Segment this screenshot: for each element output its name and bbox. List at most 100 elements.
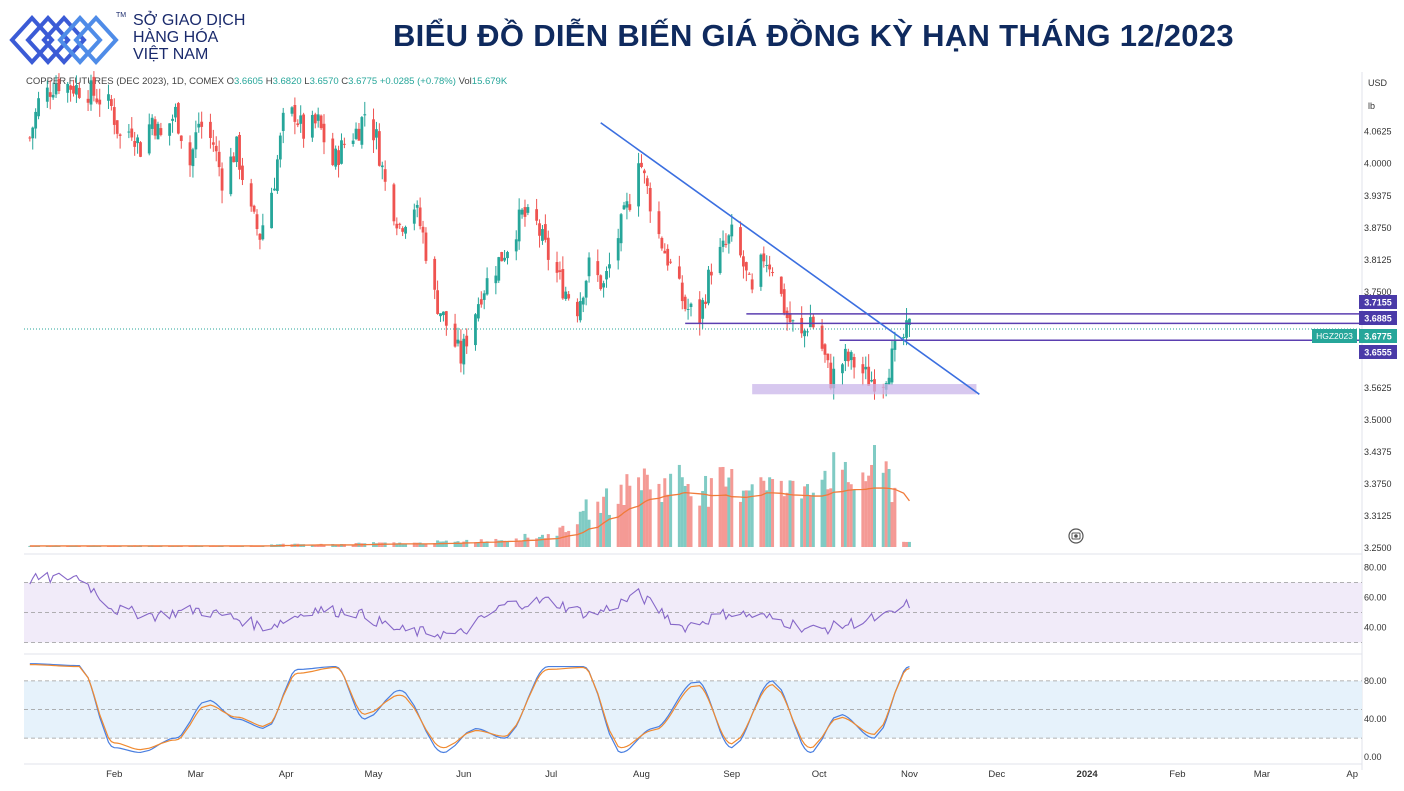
candle-up	[270, 192, 273, 229]
camera-icon[interactable]	[1068, 528, 1084, 544]
volume-bar	[602, 496, 606, 547]
volume-bar	[334, 544, 338, 547]
candle-down	[293, 105, 297, 122]
time-tick-label: Feb	[106, 769, 122, 780]
candle-up	[462, 338, 466, 365]
volume-bar	[864, 481, 868, 547]
volume-bar	[337, 545, 341, 547]
candle-up	[887, 377, 891, 385]
volume-bar	[342, 544, 346, 547]
candle-down	[209, 121, 212, 138]
volume-bar	[890, 502, 894, 547]
stoch-tick-label: 0.00	[1364, 752, 1382, 762]
candle-down	[762, 253, 766, 262]
time-tick-label: Sep	[723, 769, 740, 780]
volume-bar	[759, 477, 763, 547]
volume-bar	[727, 477, 731, 547]
candle-down	[342, 143, 346, 145]
volume-bar	[476, 542, 480, 547]
candle-down	[567, 294, 571, 299]
candle-up	[870, 379, 873, 382]
volume-bar	[905, 541, 909, 547]
price-tick-label: 3.9375	[1364, 191, 1392, 201]
candle-up	[686, 308, 690, 310]
candle-down	[302, 114, 306, 139]
volume-bar	[806, 484, 810, 547]
candle-up	[147, 124, 151, 154]
candle-up	[578, 301, 582, 321]
last-price-tag-bg	[1359, 329, 1397, 343]
volume-bar	[535, 538, 539, 547]
candle-up	[765, 265, 769, 267]
volume-bar	[884, 461, 888, 547]
stoch-k-line	[29, 663, 910, 754]
time-tick-label: Aug	[633, 769, 650, 780]
volume-bar	[584, 499, 588, 547]
volume-bar	[808, 495, 812, 547]
time-tick-label: May	[365, 769, 383, 780]
chart-legend: COPPER FUTURES (DEC 2023), 1D, COMEX O3.…	[26, 76, 507, 87]
candle-down	[782, 289, 786, 314]
candle-down	[238, 134, 241, 170]
volume-bar	[840, 469, 844, 547]
candle-up	[791, 320, 795, 322]
candle-down	[453, 323, 457, 347]
candle-up	[278, 135, 282, 160]
volume-bar	[852, 489, 856, 547]
volume-bar	[567, 530, 571, 547]
candle-up	[841, 364, 844, 374]
logo-trademark: TM	[116, 12, 127, 19]
time-tick-label: 2024	[1077, 769, 1099, 780]
volume-bar	[607, 514, 611, 547]
candle-up	[730, 224, 734, 237]
logo-line-1: SỞ GIAO DỊCH	[133, 12, 246, 29]
volume-bar	[322, 545, 326, 547]
time-tick-label: Mar	[1254, 769, 1270, 780]
candle-up	[759, 254, 763, 287]
candle-down	[232, 156, 236, 163]
candle-down	[211, 142, 215, 145]
volume-bar	[622, 505, 626, 547]
candle-down	[800, 317, 804, 334]
legend-volume: 15.679K	[471, 76, 508, 87]
time-tick-label: Apr	[279, 769, 294, 780]
logo-line-2: HÀNG HÓA	[133, 29, 219, 46]
candle-up	[351, 140, 355, 144]
candle-up	[127, 131, 131, 133]
volume-bar	[616, 503, 620, 547]
level-tag: 3.7155	[1364, 298, 1392, 308]
candle-down	[500, 252, 504, 262]
candle-down	[788, 313, 792, 323]
volume-bar	[441, 541, 445, 547]
level-tag: 3.6885	[1364, 314, 1392, 324]
candle-down	[398, 223, 402, 225]
volume-bar	[520, 540, 524, 547]
volume-bar	[485, 541, 489, 547]
volume-bar	[637, 477, 641, 547]
candle-down	[779, 276, 783, 294]
volume-bar	[374, 543, 378, 547]
candle-down	[558, 270, 562, 272]
candle-down	[820, 325, 824, 349]
candle-up	[587, 257, 591, 277]
volume-bar	[660, 501, 664, 547]
candle-up	[701, 300, 705, 319]
candle-down	[214, 145, 218, 152]
candle-down	[561, 269, 565, 299]
level-tag-bg	[1359, 311, 1397, 325]
candle-down	[95, 98, 99, 103]
price-tick-label: 3.4375	[1364, 447, 1392, 457]
candle-up	[494, 275, 498, 284]
candle-up	[316, 114, 320, 121]
volume-bar	[680, 477, 684, 547]
candle-down	[176, 103, 180, 134]
stoch-tick-label: 80.00	[1364, 676, 1387, 686]
candle-down	[669, 261, 673, 263]
volume-bar	[724, 486, 728, 547]
time-tick-label: Oct	[812, 769, 827, 780]
candle-down	[811, 316, 815, 328]
candle-up	[404, 226, 407, 234]
candle-up	[514, 239, 518, 252]
support-zone	[752, 384, 977, 395]
